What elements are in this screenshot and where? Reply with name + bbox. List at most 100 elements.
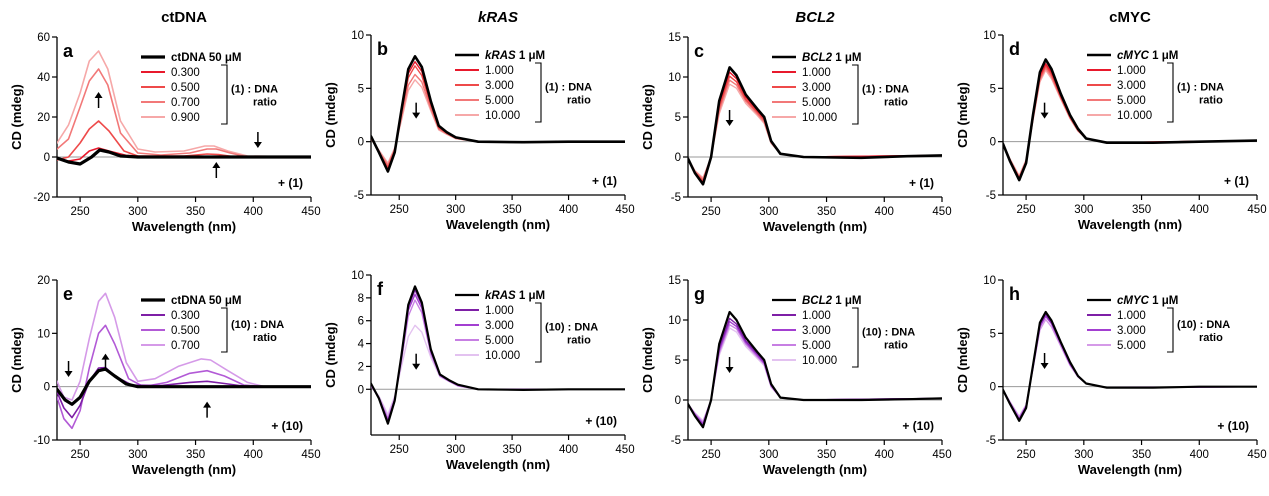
y-tick-label: -5 (986, 435, 996, 447)
y-tick-label: -5 (986, 190, 996, 202)
x-axis-label: Wavelength (nm) (132, 462, 236, 477)
panel-letter: e (63, 284, 73, 304)
x-tick-label: 400 (559, 444, 578, 456)
panel-g: -5 0 5 10 15 250 300 350 400 450 Wavelength (nm) CD… (640, 275, 952, 477)
ratio-bracket (1167, 307, 1174, 353)
ratio-label: ratio (884, 340, 908, 352)
x-axis-label: Wavelength (nm) (763, 219, 867, 234)
legend-label: 3.000 (802, 82, 831, 94)
y-axis-label: CD (mdeg) (955, 82, 970, 148)
y-tick-label: 10 (351, 270, 364, 282)
x-tick-label: 350 (186, 206, 205, 218)
x-axis-label: Wavelength (nm) (132, 219, 236, 234)
y-axis-label: CD (mdeg) (323, 82, 338, 148)
x-tick-label: 400 (875, 449, 894, 461)
panel-c: BCL2 -5 0 5 10 15 250 300 350 400 450 Wavelength (n… (640, 9, 952, 234)
panel-title: BCL2 (795, 9, 835, 26)
legend-label: cMYC 1 μM (1117, 295, 1178, 307)
x-tick-label: 400 (1190, 204, 1209, 216)
legend-label: 3.000 (485, 320, 514, 332)
x-tick-label: 450 (301, 449, 320, 461)
x-tick-label: 300 (128, 449, 147, 461)
x-tick-label: 350 (817, 449, 836, 461)
arrow-down-icon (1040, 353, 1049, 369)
legend-title-name: kRAS (485, 290, 516, 302)
legend-title-name: BCL2 (802, 295, 833, 307)
ratio-bracket (852, 64, 859, 125)
x-axis-label: Wavelength (nm) (763, 462, 867, 477)
panel-letter: d (1009, 39, 1020, 59)
legend-title-suffix: 50 μM (206, 295, 242, 307)
ligand-label: + (1) (909, 176, 934, 190)
panel-a: ctDNA -20 0 20 40 60 250 300 350 400 450 Wavelength… (9, 9, 321, 234)
x-tick-label: 450 (932, 449, 951, 461)
x-axis-label: Wavelength (nm) (1078, 462, 1182, 477)
legend-label: 0.700 (171, 97, 200, 109)
y-tick-label: 10 (668, 72, 681, 84)
series-line (57, 292, 311, 401)
legend-label: 0.500 (171, 82, 200, 94)
x-tick-label: 350 (817, 206, 836, 218)
series-line (57, 148, 311, 166)
legend-label: 10.000 (1117, 110, 1152, 122)
x-tick-label: 450 (301, 206, 320, 218)
y-tick-label: -20 (33, 192, 50, 204)
legend-label: 5.000 (1117, 95, 1146, 107)
series-line (57, 68, 311, 158)
panel-h: -5 0 5 10 250 300 350 400 450 Wavelength (nm) CD (… (955, 275, 1267, 477)
legend-label: 0.300 (171, 310, 200, 322)
ligand-label: + (10) (585, 414, 617, 428)
legend-label: 0.500 (171, 325, 200, 337)
legend-label: BCL2 1 μM (802, 295, 861, 307)
x-tick-label: 250 (390, 204, 409, 216)
ratio-label: ratio (567, 95, 591, 107)
x-tick-label: 250 (70, 206, 89, 218)
x-tick-label: 250 (70, 449, 89, 461)
y-tick-label: 5 (358, 83, 364, 95)
legend-label: 10.000 (802, 355, 837, 367)
x-tick-label: 450 (615, 204, 634, 216)
legend-title-name: ctDNA (171, 295, 206, 307)
y-tick-label: -5 (354, 190, 364, 202)
y-axis-label: CD (mdeg) (9, 327, 24, 393)
y-tick-label: 15 (668, 275, 681, 287)
ratio-label: ratio (1199, 332, 1223, 344)
y-tick-label: 10 (983, 30, 996, 42)
x-tick-label: 400 (244, 206, 263, 218)
y-tick-label: 0 (358, 137, 364, 149)
series-line (57, 50, 311, 158)
legend-title-name: BCL2 (802, 52, 833, 64)
x-tick-label: 300 (1074, 204, 1093, 216)
ratio-label: ratio (253, 332, 277, 344)
y-tick-label: 10 (668, 315, 681, 327)
series-group (1003, 58, 1257, 182)
ratio-bracket (852, 307, 859, 368)
x-tick-label: 250 (1016, 449, 1035, 461)
legend-title-name: cMYC (1117, 295, 1150, 307)
y-tick-label: 0 (990, 382, 996, 394)
y-tick-label: 15 (668, 32, 681, 44)
ligand-label: + (1) (592, 174, 617, 188)
legend-title-name: kRAS (485, 50, 516, 62)
x-tick-label: 450 (615, 444, 634, 456)
arrow-up-icon (101, 353, 110, 370)
ligand-label: + (1) (1224, 174, 1249, 188)
panel-e: -10 0 10 20 250 300 350 400 450 Wavelength (nm) CD… (9, 275, 321, 477)
panel-b: kRAS -5 0 5 10 250 300 350 400 450 Wavelength (nm)… (323, 9, 635, 232)
panel-title: cMYC (1109, 9, 1151, 26)
legend-label: ctDNA 50 μM (171, 52, 242, 64)
legend-label: 3.000 (485, 80, 514, 92)
ligand-label: + (10) (271, 419, 303, 433)
x-tick-label: 250 (701, 449, 720, 461)
arrow-down-icon (64, 361, 73, 377)
arrow-down-icon (1040, 102, 1049, 119)
y-tick-label: 20 (37, 275, 50, 287)
legend-label: 10.000 (802, 112, 837, 124)
y-axis-label: CD (mdeg) (640, 327, 655, 393)
series-line (1003, 310, 1257, 422)
y-tick-label: 0 (358, 384, 364, 396)
legend-title-suffix: 1 μM (1149, 295, 1178, 307)
legend-label: 1.000 (485, 305, 514, 317)
x-tick-label: 350 (186, 449, 205, 461)
